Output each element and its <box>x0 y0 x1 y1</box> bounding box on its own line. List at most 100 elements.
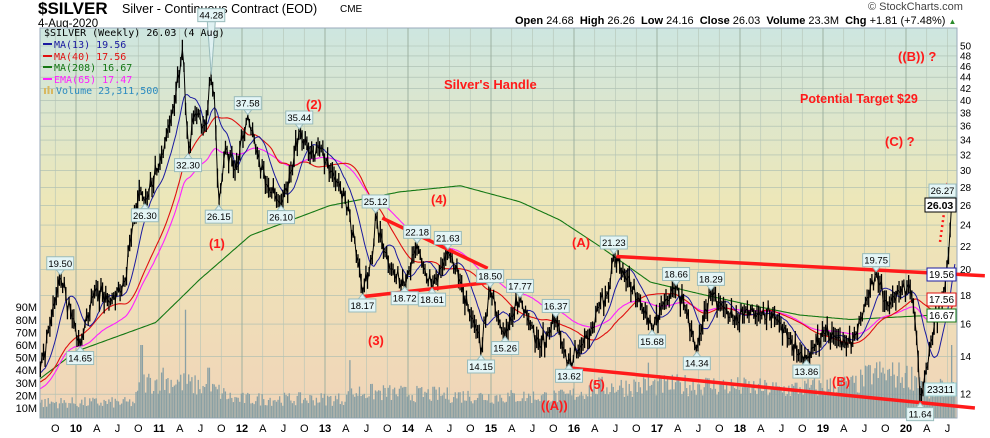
volume-bar <box>695 395 697 418</box>
volume-bar <box>430 400 432 418</box>
volume-bar <box>824 394 827 418</box>
volume-bar <box>460 402 463 418</box>
volume-bar <box>50 401 53 418</box>
volume-bar <box>341 401 343 418</box>
volume-bar <box>512 392 514 418</box>
volume-bar <box>828 389 830 418</box>
volume-bar <box>668 389 670 418</box>
volume-bar <box>449 402 452 418</box>
y-tick-label: 50 <box>960 42 972 53</box>
volume-bar <box>757 383 760 418</box>
volume-bar <box>336 399 338 418</box>
volume-bar <box>690 390 693 418</box>
volume-bar <box>282 405 284 418</box>
volume-bar <box>529 395 531 418</box>
volume-bar <box>912 390 915 418</box>
callout-box <box>792 364 821 379</box>
volume-bar <box>216 389 219 418</box>
callout-value: 44.28 <box>199 11 223 22</box>
y-tick-label: 20 <box>960 265 972 276</box>
volume-bar <box>567 393 570 418</box>
volume-bar <box>419 387 421 418</box>
legend-volume: Volume 23,311,500 <box>56 86 158 97</box>
volume-bar <box>197 379 199 418</box>
volume-bar <box>893 374 895 418</box>
volume-bar <box>497 401 500 418</box>
volume-bar <box>638 382 640 418</box>
callout-box <box>506 278 535 293</box>
volume-bar <box>138 382 140 418</box>
volume-bar <box>702 395 704 418</box>
volume-bar <box>879 361 881 418</box>
volume-bar <box>85 406 88 418</box>
volume-bar <box>302 399 305 418</box>
volume-bar <box>488 394 490 418</box>
volume-bar <box>748 381 750 418</box>
volume-bar <box>357 395 359 418</box>
y-tick-label: 14 <box>960 352 972 363</box>
volume-bar <box>836 392 838 418</box>
volume-bar <box>804 380 806 418</box>
volume-bar <box>947 383 950 418</box>
volume-bar <box>789 395 792 418</box>
volume-bar <box>647 362 650 418</box>
volume-bar <box>800 392 803 418</box>
annotation-wave-1: (1) <box>209 236 225 251</box>
volume-bar <box>649 385 651 418</box>
tag-volume-box <box>924 382 957 397</box>
volume-bar <box>457 392 460 418</box>
callout-value: 15.26 <box>493 344 517 355</box>
volume-bar <box>156 379 158 418</box>
x-tick-label: O <box>549 423 558 435</box>
volume-bar <box>328 396 330 418</box>
volume-bar <box>537 399 539 418</box>
volume-bar <box>773 386 776 418</box>
volume-bar <box>785 395 787 418</box>
price-callout: 18.29 <box>696 271 725 292</box>
x-tick-label: A <box>591 423 599 435</box>
annotation-wave-3: (3) <box>368 333 384 348</box>
volume-bar <box>504 402 506 418</box>
volume-bar <box>287 396 289 418</box>
volume-bar <box>69 403 72 418</box>
volume-bar <box>494 395 496 418</box>
volume-bar <box>392 389 394 418</box>
volume-bar <box>607 394 610 418</box>
volume-bar <box>898 362 900 418</box>
volume-bar <box>820 383 822 418</box>
volume-bar <box>588 385 590 418</box>
volume-bar <box>475 400 477 418</box>
volume-bar <box>251 402 254 418</box>
volume-bar <box>725 384 728 418</box>
volume-bar <box>847 388 849 418</box>
volume-bar <box>307 403 310 418</box>
tag-volume: 23311 <box>927 385 955 396</box>
callout-box <box>599 235 628 250</box>
up-triangle-icon: ▲ <box>948 17 957 26</box>
volume-bar <box>761 390 763 418</box>
symbol: $SILVER <box>38 0 108 18</box>
tag-ma40: 17.56 <box>929 295 954 306</box>
volume-bar <box>125 401 128 418</box>
legend: $SILVER (Weekly) 26.03 (4 Aug) MA(13) 19… <box>43 28 225 97</box>
volume-bar <box>243 403 246 418</box>
volume-bar <box>440 395 442 418</box>
volume-bar <box>941 380 943 418</box>
volume-bar <box>360 395 362 418</box>
callout-box <box>928 183 957 198</box>
y-tick-label: 48 <box>960 51 972 62</box>
volume-bar <box>706 378 709 418</box>
legend-ema65: EMA(65) 17.47 <box>54 75 132 86</box>
volume-bar <box>642 377 645 418</box>
volume-bar <box>111 397 113 418</box>
volume-bar <box>258 393 260 418</box>
volume-bar <box>271 405 273 418</box>
volume-bar <box>178 381 180 418</box>
x-tick-label: 13 <box>319 423 331 435</box>
volume-bar <box>863 386 865 418</box>
volume-bar <box>330 396 332 418</box>
price-callout: 21.23 <box>599 235 628 255</box>
price-callout: 13.62 <box>555 363 584 383</box>
volume-bar <box>751 385 753 418</box>
volume-bar <box>127 401 129 418</box>
